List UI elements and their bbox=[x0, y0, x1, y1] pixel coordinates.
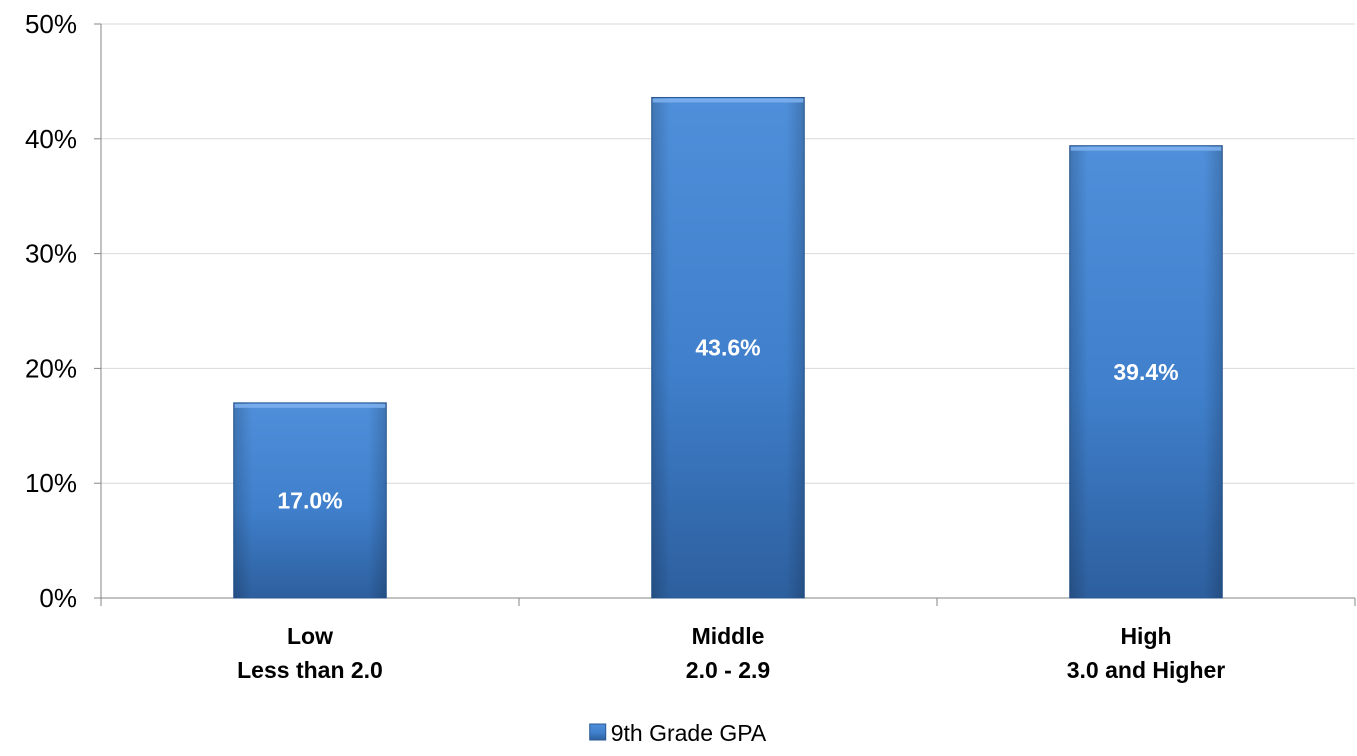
category-label: 2.0 - 2.9 bbox=[686, 657, 770, 683]
bar-highlight bbox=[1070, 146, 1222, 151]
y-tick-label: 10% bbox=[25, 468, 77, 498]
y-tick-label: 50% bbox=[25, 9, 77, 39]
data-label: 17.0% bbox=[277, 487, 342, 513]
legend-swatch bbox=[589, 723, 607, 741]
y-tick-label: 30% bbox=[25, 239, 77, 269]
bar-shading bbox=[233, 402, 387, 598]
legend: 9th Grade GPA bbox=[589, 720, 767, 746]
category-label: Less than 2.0 bbox=[237, 657, 383, 683]
y-tick-label: 40% bbox=[25, 124, 77, 154]
data-label: 43.6% bbox=[695, 335, 760, 361]
legend-label: 9th Grade GPA bbox=[611, 720, 767, 746]
category-label: High bbox=[1120, 623, 1171, 649]
labels: 0% 10% 20% 30% 40% 50% 17.0% Low Less than 2.0 43… bbox=[25, 9, 1225, 683]
category-label: 3.0 and Higher bbox=[1067, 657, 1226, 683]
bar-shading bbox=[651, 97, 805, 599]
y-tick-label: 20% bbox=[25, 353, 77, 383]
bar-highlight bbox=[652, 98, 804, 103]
bars bbox=[233, 96, 1223, 599]
data-label: 39.4% bbox=[1113, 359, 1178, 385]
bar-shading bbox=[1069, 145, 1223, 599]
bar-highlight bbox=[234, 403, 386, 408]
category-label: Middle bbox=[692, 623, 765, 649]
category-label: Low bbox=[287, 623, 333, 649]
y-tick-label: 0% bbox=[39, 583, 77, 613]
